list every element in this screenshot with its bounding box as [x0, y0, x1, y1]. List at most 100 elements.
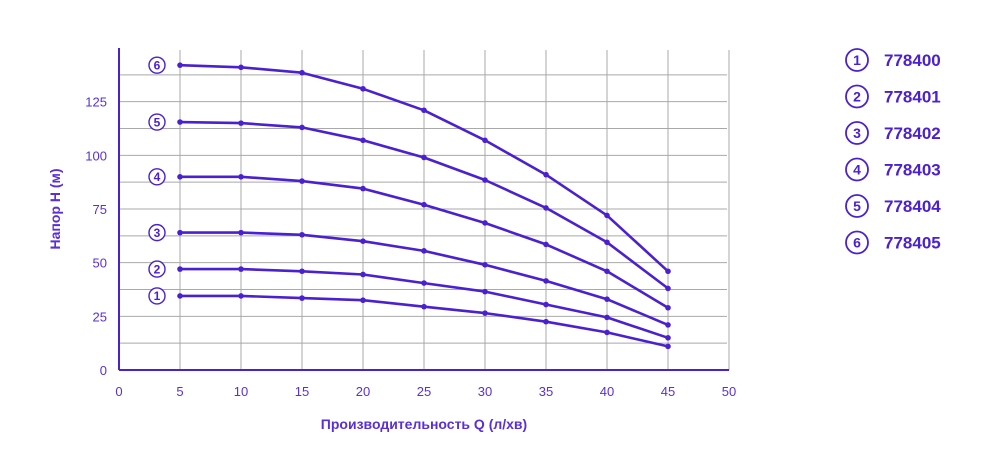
data-point [665, 268, 671, 275]
legend: 1 778400 2 778401 3 778402 4 778403 5 778404 6 7784… [845, 48, 941, 255]
legend-number-badge [845, 194, 869, 218]
legend-number-label: 2 [853, 89, 861, 105]
data-point [177, 119, 183, 125]
legend-number-badge [845, 121, 869, 145]
series-778405: 6 [148, 56, 671, 275]
legend-number-label: 1 [853, 52, 861, 68]
legend-label: 778405 [884, 234, 941, 253]
data-point [360, 297, 366, 304]
data-point [177, 229, 183, 236]
data-point [299, 231, 305, 238]
legend-label: 778402 [884, 124, 941, 143]
data-point [238, 266, 244, 272]
data-point [421, 154, 427, 161]
curve-number-label: 2 [154, 262, 161, 276]
curve-number-badge [148, 56, 166, 74]
data-point [665, 322, 671, 328]
data-point [604, 268, 610, 275]
data-point [177, 266, 183, 272]
x-tick-label: 45 [661, 384, 675, 399]
data-point [238, 229, 244, 236]
data-point [482, 310, 488, 316]
curve-number-badge [148, 260, 166, 278]
data-point [604, 239, 610, 246]
y-tick-label: 125 [85, 95, 107, 110]
x-tick-label: 15 [295, 384, 309, 399]
y-tick-label: 0 [100, 363, 107, 378]
legend-number-badge [845, 230, 869, 255]
y-tick-label: 100 [85, 148, 107, 163]
curve-number-badge [148, 168, 166, 186]
x-axis-label: Производительность Q (л/хв) [321, 416, 527, 432]
data-point [665, 304, 671, 311]
data-point [543, 278, 549, 284]
data-point [360, 185, 366, 192]
data-point [299, 268, 305, 275]
data-point [482, 220, 488, 226]
data-point [665, 343, 671, 350]
data-point [543, 301, 549, 308]
data-point [360, 137, 366, 144]
curve-number-label: 5 [154, 115, 161, 129]
y-tick-label: 75 [93, 202, 107, 217]
data-point [238, 293, 244, 299]
x-tick-label: 20 [356, 384, 370, 399]
x-tick-label: 40 [600, 384, 614, 399]
legend-number-label: 4 [853, 162, 861, 178]
data-point [482, 262, 488, 268]
data-point [604, 314, 610, 321]
data-point [421, 303, 427, 310]
data-point [360, 85, 366, 92]
data-point [299, 69, 305, 76]
legend-item: 1 778400 [845, 48, 941, 72]
legend-item: 5 778404 [845, 194, 941, 218]
x-tick-label: 5 [176, 384, 183, 399]
data-point [543, 171, 549, 178]
data-point [177, 174, 183, 180]
data-point [543, 205, 549, 211]
legend-label: 778404 [884, 197, 941, 216]
legend-number-badge [845, 84, 869, 109]
data-point [665, 335, 671, 341]
series-778402: 3 [148, 223, 671, 328]
data-point [421, 201, 427, 208]
data-point [238, 120, 244, 126]
legend-number-badge [845, 48, 869, 72]
data-point [482, 288, 488, 295]
curve-number-label: 4 [154, 170, 161, 184]
data-point [604, 296, 610, 302]
data-point [238, 174, 244, 180]
data-point [543, 241, 549, 248]
series-778404: 5 [148, 113, 671, 292]
data-point [604, 329, 610, 336]
x-tick-label: 0 [115, 384, 122, 399]
curve-number-badge [148, 223, 166, 242]
x-tick-label: 50 [722, 384, 736, 399]
x-tick-label: 10 [234, 384, 248, 399]
data-point [421, 107, 427, 114]
grid [119, 50, 730, 370]
data-point [177, 62, 183, 68]
y-axis-label: Напор H (м) [47, 168, 63, 249]
curve-number-label: 3 [154, 226, 161, 240]
data-point [543, 318, 549, 325]
data-point [177, 293, 183, 299]
x-tick-label: 25 [417, 384, 431, 399]
curve-number-label: 1 [154, 289, 161, 303]
data-point [665, 285, 671, 292]
y-tick-label: 25 [93, 309, 107, 324]
series-778400: 1 [148, 287, 671, 350]
legend-item: 4 778403 [845, 157, 941, 182]
x-tick-label: 30 [478, 384, 492, 399]
series-778403: 4 [148, 168, 671, 311]
x-tick-label: 35 [539, 384, 553, 399]
data-point [299, 295, 305, 301]
data-point [360, 238, 366, 244]
curve-number-badge [148, 113, 166, 131]
legend-label: 778403 [884, 161, 941, 180]
legend-number-label: 6 [853, 235, 861, 251]
legend-item: 3 778402 [845, 121, 941, 145]
axes [118, 48, 729, 371]
